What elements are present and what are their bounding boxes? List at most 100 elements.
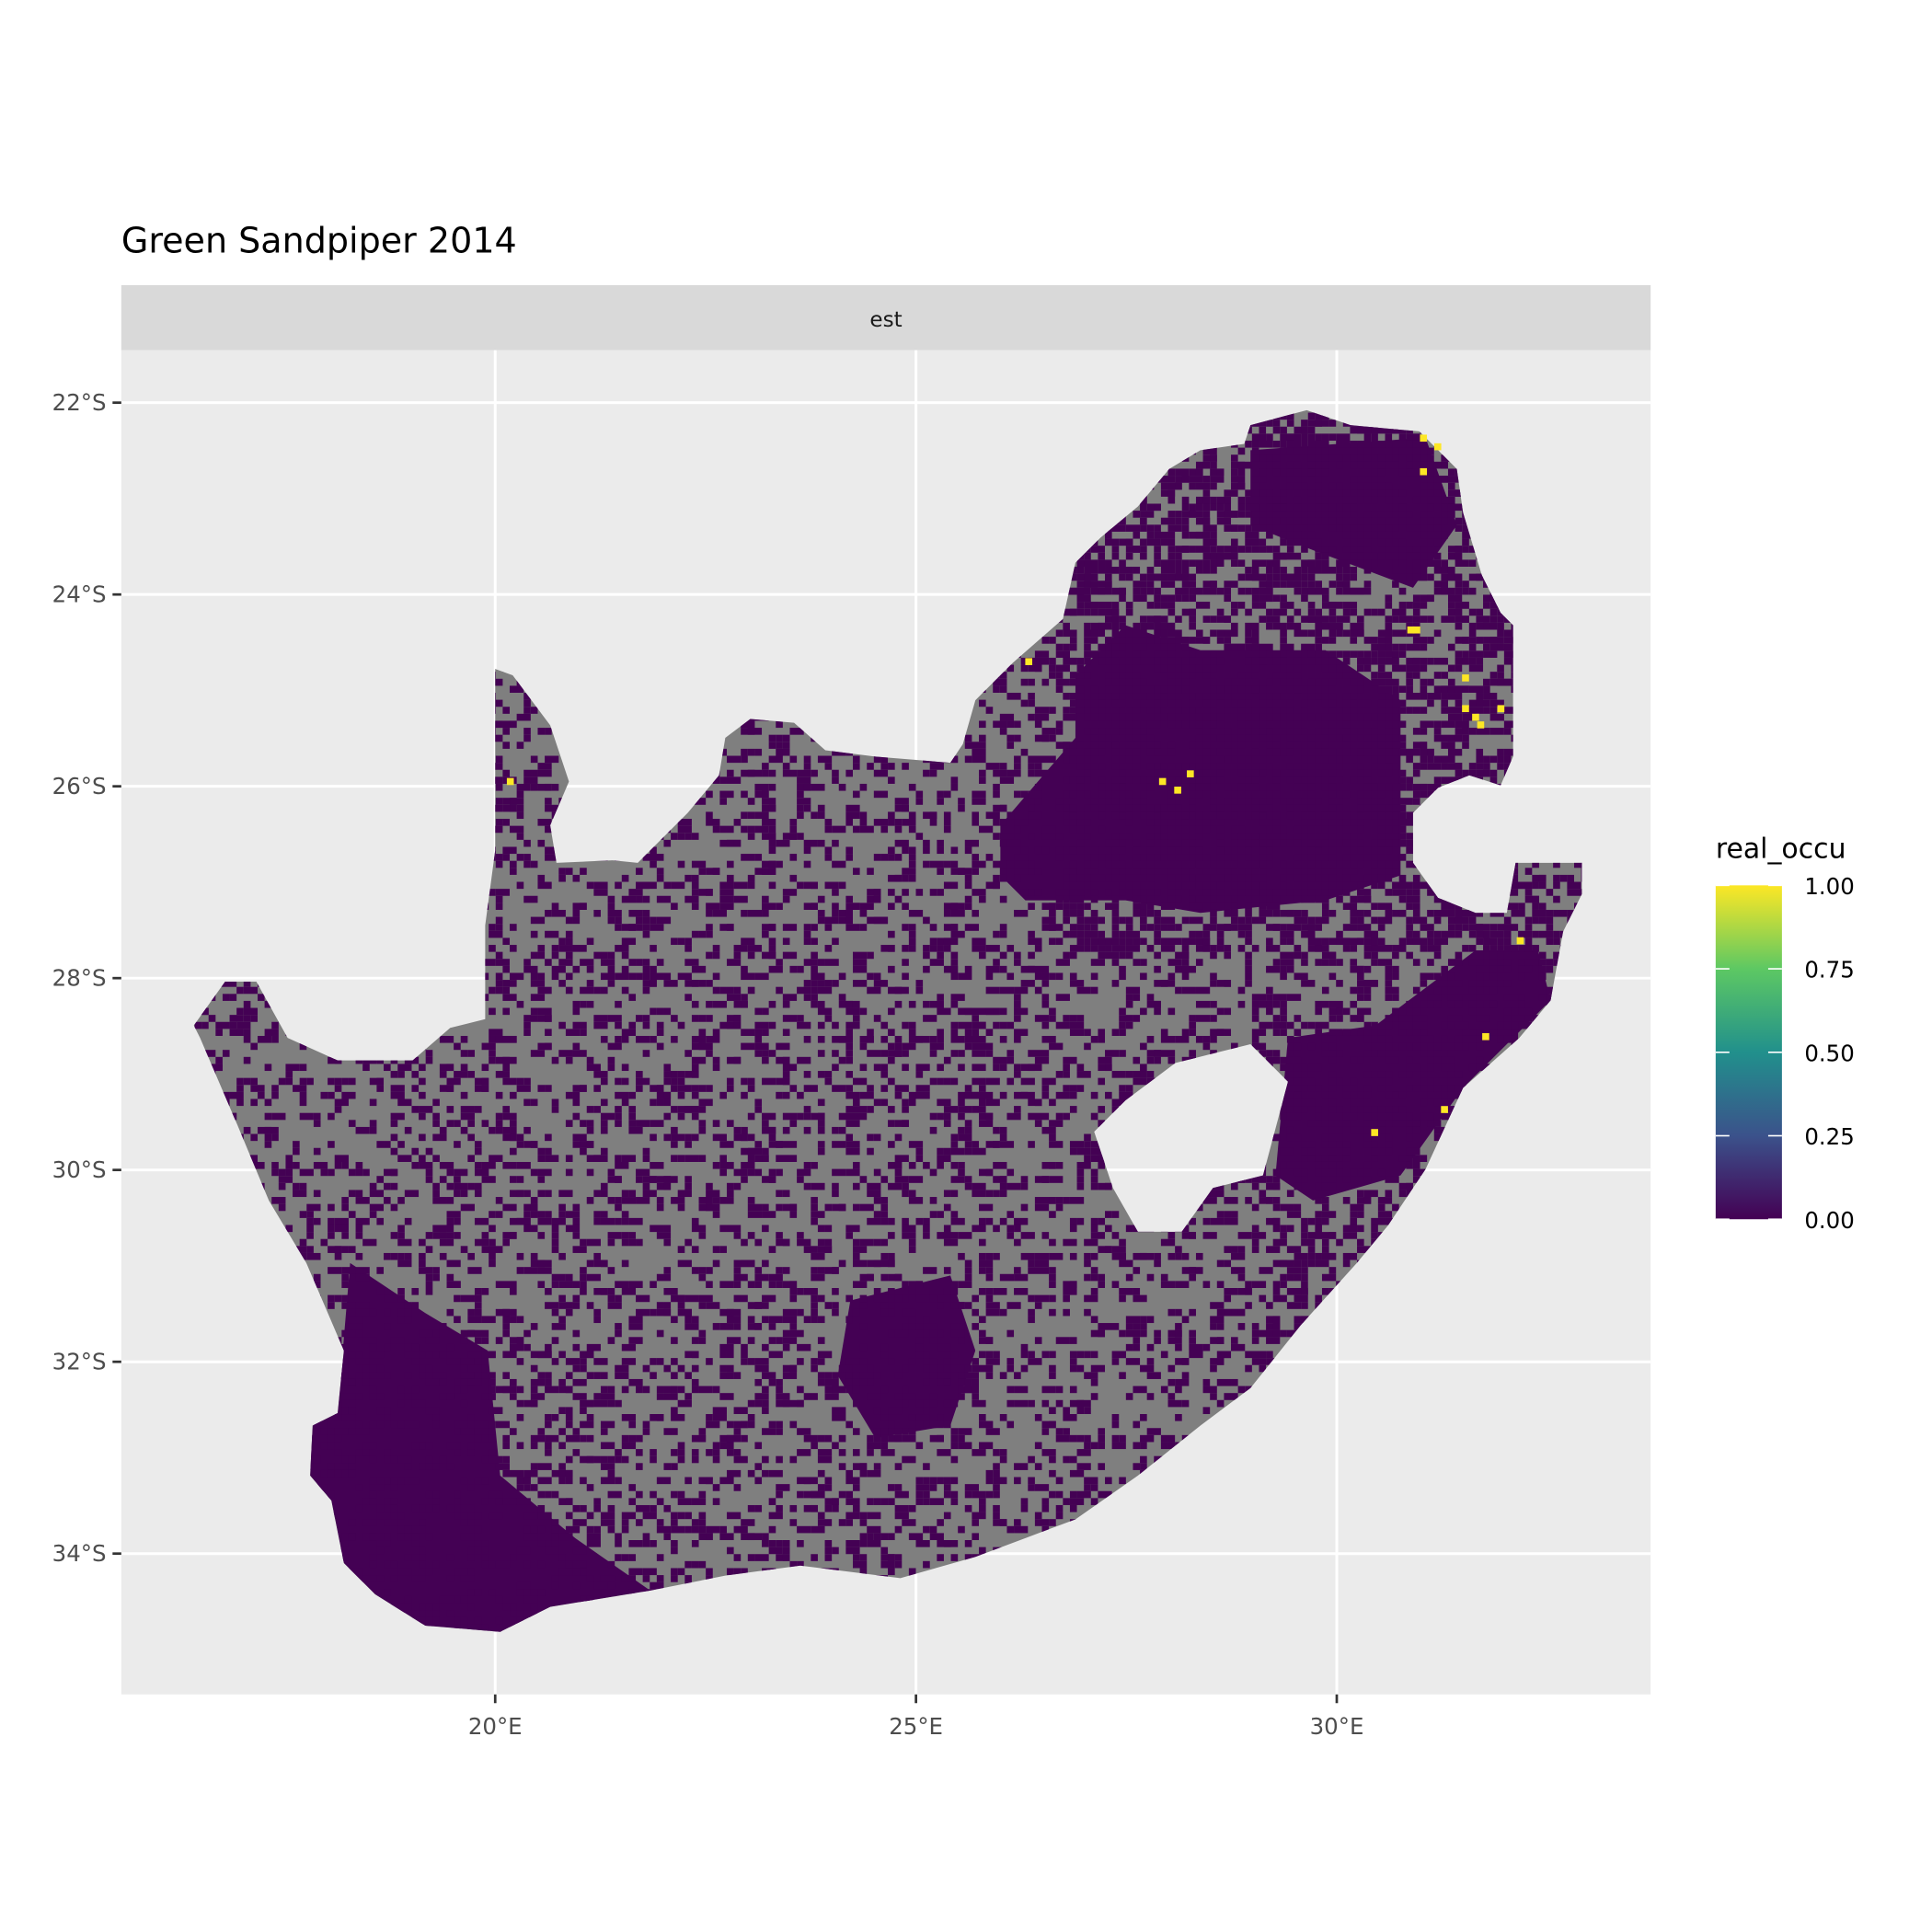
- zero-cell: [1055, 804, 1064, 812]
- zero-cell: [1420, 567, 1428, 574]
- zero-cell: [979, 769, 986, 777]
- zero-cell: [1133, 839, 1141, 847]
- zero-cell: [1286, 839, 1302, 847]
- zero-cell: [1301, 482, 1308, 490]
- zero-cell: [1041, 678, 1050, 686]
- zero-cell: [1385, 819, 1393, 826]
- zero-cell: [1140, 734, 1147, 742]
- zero-cell: [1210, 755, 1225, 764]
- zero-cell: [1286, 440, 1302, 448]
- zero-cell: [1398, 511, 1407, 518]
- zero-cell: [1090, 546, 1106, 553]
- zero-cell: [1406, 755, 1413, 764]
- zero-cell: [1462, 615, 1469, 623]
- zero-cell: [1427, 755, 1434, 764]
- zero-cell: [691, 833, 699, 840]
- zero-cell: [1266, 433, 1273, 441]
- zero-cell: [768, 783, 776, 791]
- zero-cell: [1167, 742, 1176, 749]
- zero-cell: [1098, 811, 1106, 820]
- zero-cell: [859, 825, 874, 834]
- zero-cell: [776, 720, 783, 729]
- zero-cell: [1251, 742, 1259, 749]
- zero-cell: [1259, 854, 1267, 861]
- zero-cell: [979, 776, 986, 784]
- zero-cell: [1245, 503, 1259, 512]
- zero-cell: [1216, 693, 1225, 700]
- zero-cell: [1034, 769, 1042, 777]
- zero-cell: [1328, 854, 1337, 861]
- zero-cell: [1307, 734, 1316, 742]
- zero-cell: [545, 728, 552, 735]
- zero-cell: [1503, 678, 1512, 686]
- zero-cell: [1055, 833, 1064, 840]
- zero-cell: [1398, 819, 1413, 826]
- zero-cell: [923, 769, 930, 777]
- zero-cell: [1377, 685, 1393, 694]
- zero-cell: [1259, 594, 1273, 603]
- zero-cell: [964, 734, 972, 742]
- zero-cell: [1377, 790, 1386, 799]
- zero-cell: [1084, 854, 1091, 861]
- zero-cell: [523, 769, 538, 777]
- zero-cell: [929, 819, 937, 826]
- zero-cell: [1202, 664, 1211, 673]
- zero-cell: [1210, 734, 1217, 742]
- zero-cell: [908, 846, 916, 855]
- zero-cell: [1160, 476, 1168, 483]
- zero-cell: [754, 748, 763, 756]
- zero-cell: [1111, 678, 1120, 686]
- zero-cell: [1447, 748, 1463, 756]
- zero-cell: [1371, 755, 1378, 764]
- zero-cell: [1489, 650, 1498, 658]
- zero-cell: [1098, 713, 1106, 721]
- zero-cell: [937, 790, 944, 799]
- zero-cell: [1342, 839, 1351, 847]
- zero-cell: [1315, 776, 1322, 784]
- zero-cell: [937, 846, 944, 855]
- zero-cell: [1321, 650, 1329, 658]
- zero-cell: [1195, 769, 1203, 777]
- zero-cell: [1363, 742, 1372, 749]
- zero-cell: [1406, 707, 1413, 714]
- zero-cell: [1406, 693, 1420, 700]
- zero-cell: [1280, 713, 1287, 721]
- zero-cell: [768, 804, 776, 812]
- zero-cell: [1167, 476, 1176, 483]
- zero-cell: [1286, 672, 1294, 679]
- zero-cell: [1189, 672, 1196, 679]
- zero-cell: [1146, 637, 1155, 644]
- zero-cell: [1202, 769, 1217, 777]
- zero-cell: [1294, 728, 1302, 735]
- zero-cell: [1266, 531, 1273, 539]
- zero-cell: [1175, 546, 1190, 553]
- zero-cell: [1237, 783, 1246, 791]
- zero-cell: [1462, 742, 1469, 749]
- zero-cell: [1154, 763, 1161, 770]
- zero-cell: [1237, 790, 1246, 799]
- zero-cell: [999, 804, 1007, 812]
- zero-cell: [1181, 496, 1190, 504]
- zero-cell: [1371, 763, 1378, 770]
- zero-cell: [1272, 496, 1281, 504]
- zero-cell: [1202, 517, 1211, 525]
- zero-cell: [1294, 742, 1302, 749]
- zero-cell: [1140, 811, 1147, 820]
- zero-cell: [1412, 608, 1420, 616]
- zero-cell: [1125, 602, 1133, 609]
- zero-cell: [1111, 693, 1120, 700]
- zero-cell: [1385, 734, 1393, 742]
- zero-cell: [495, 755, 503, 764]
- zero-cell: [510, 720, 517, 729]
- zero-cell: [1154, 546, 1161, 553]
- zero-cell: [1363, 790, 1372, 799]
- zero-cell: [1294, 608, 1302, 616]
- zero-cell: [741, 755, 748, 764]
- zero-cell: [1189, 559, 1196, 567]
- zero-cell: [1245, 776, 1252, 784]
- zero-cell: [1350, 552, 1358, 560]
- zero-cell: [1385, 524, 1393, 532]
- zero-cell: [1503, 657, 1512, 665]
- zero-cell: [1272, 468, 1281, 477]
- zero-cell: [1447, 503, 1463, 512]
